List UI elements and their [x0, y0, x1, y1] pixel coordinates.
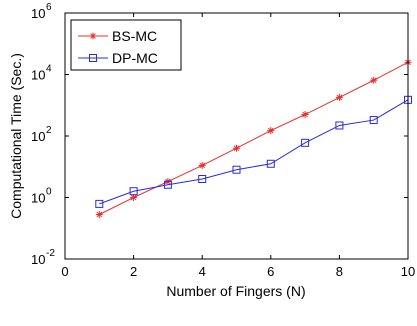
y-tick-label: 10 4	[31, 64, 52, 83]
x-tick-label: 2	[130, 264, 137, 279]
data-point	[335, 93, 343, 101]
data-point	[267, 127, 275, 135]
legend-label: BS-MC	[112, 28, 157, 44]
data-point	[233, 144, 240, 152]
y-tick-base: 10	[31, 191, 45, 206]
legend-marker	[89, 32, 97, 40]
series-line	[99, 99, 409, 205]
y-axis-label: Computational Time (Sec.)	[8, 53, 24, 219]
data-point	[301, 111, 309, 119]
data-point	[370, 76, 378, 84]
legend-label: DP-MC	[112, 50, 158, 66]
data-point	[198, 161, 206, 169]
y-tick-base: 10	[31, 252, 45, 267]
data-point	[130, 194, 138, 201]
y-tick-label: 10 2	[31, 125, 52, 144]
plot-frame	[64, 12, 409, 260]
y-tick-exponent: 6	[46, 2, 52, 13]
data-point	[266, 159, 275, 168]
data-point	[335, 121, 344, 130]
legend-marker	[89, 54, 97, 62]
y-tick-label: 10 6	[31, 2, 52, 21]
y-tick-exponent: 2	[46, 125, 52, 136]
data-point	[95, 211, 103, 218]
x-axis-label: Number of Fingers (N)	[166, 283, 305, 299]
y-tick-base: 10	[31, 68, 45, 83]
data-point	[95, 199, 104, 208]
legend-item-bs-mc: BS-MC	[78, 28, 157, 44]
series-line	[99, 61, 409, 215]
y-tick-base: 10	[31, 6, 45, 21]
legend: BS-MC DP-MC	[70, 19, 182, 71]
x-tick-label: 0	[61, 264, 68, 279]
y-tick-exponent: -2	[46, 248, 55, 259]
y-tick-label: 10 -2	[31, 248, 55, 267]
y-tick-label: 10 0	[31, 187, 52, 206]
data-point	[301, 138, 310, 147]
series-dp-mc	[95, 95, 412, 208]
x-tick-label: 4	[199, 264, 206, 279]
x-tick-label: 10	[401, 264, 415, 279]
y-tick-base: 10	[31, 129, 45, 144]
y-tick-exponent: 0	[46, 187, 52, 198]
data-point	[232, 165, 241, 174]
legend-item-dp-mc: DP-MC	[78, 50, 158, 66]
x-tick-label: 6	[267, 264, 274, 279]
y-tick-exponent: 4	[46, 64, 52, 75]
data-point	[129, 187, 138, 196]
x-tick-label: 8	[336, 264, 343, 279]
data-point	[163, 180, 172, 189]
series-bs-mc	[95, 58, 412, 218]
series-layer	[95, 58, 412, 218]
data-point	[369, 116, 378, 125]
data-point	[198, 174, 207, 183]
